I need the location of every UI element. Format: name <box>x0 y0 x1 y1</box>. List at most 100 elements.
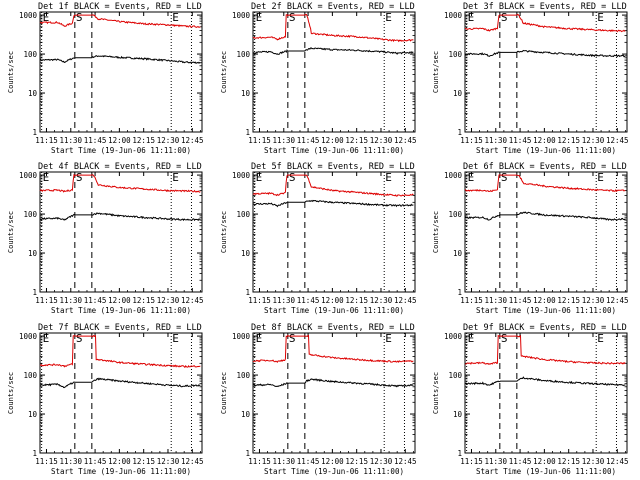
x-tick-label: 12:15 <box>557 136 580 145</box>
x-tick-label: 12:00 <box>533 296 556 305</box>
panel-det-5f: Det 5f BLACK = Events, RED = LLD 1 10 100 10… <box>220 162 417 315</box>
x-tick-label: 11:30 <box>272 457 295 466</box>
y-tick-label: 10 <box>241 89 251 98</box>
plot-frame <box>464 332 628 454</box>
y-axis-label: Counts/sec <box>220 51 228 93</box>
y-axis-label: Counts/sec <box>220 372 228 414</box>
y-tick-label: 100 <box>448 50 462 59</box>
y-tick-label: 10 <box>453 410 463 419</box>
marker-label: E <box>172 11 179 24</box>
x-tick-label: 12:45 <box>394 457 417 466</box>
x-tick-label: 11:45 <box>509 296 532 305</box>
marker-label: S <box>76 171 83 184</box>
plot-frame <box>39 11 203 133</box>
x-tick-label: 11:15 <box>248 136 271 145</box>
x-tick-label: 12:00 <box>108 136 131 145</box>
x-tick-label: 12:15 <box>557 296 580 305</box>
x-tick-label: 12:45 <box>606 457 629 466</box>
panel-det-2f: Det 2f BLACK = Events, RED = LLD 1 10 100 10… <box>220 2 417 155</box>
x-tick-label: 12:45 <box>181 457 204 466</box>
y-tick-label: 10 <box>453 249 463 258</box>
x-tick-label: 12:15 <box>345 136 368 145</box>
marker-label: S <box>501 11 508 24</box>
panel-title: Det 6f BLACK = Events, RED = LLD <box>463 162 627 172</box>
x-tick-label: 12:15 <box>132 457 155 466</box>
marker-label: E <box>597 171 604 184</box>
events-series-line <box>39 212 201 222</box>
marker-label: E <box>256 332 263 345</box>
panel-title: Det 3f BLACK = Events, RED = LLD <box>463 2 627 12</box>
y-tick-label: 1000 <box>19 332 38 341</box>
panel-det-7f: Det 7f BLACK = Events, RED = LLD 1 10 100 10… <box>7 323 204 476</box>
x-tick-label: 12:45 <box>606 296 629 305</box>
x-tick-label: 11:45 <box>297 457 320 466</box>
x-tick-label: 11:30 <box>59 457 82 466</box>
x-tick-label: 11:45 <box>509 457 532 466</box>
y-tick-label: 10 <box>28 249 38 258</box>
x-tick-label: 11:30 <box>484 296 507 305</box>
marker-label: S <box>76 332 83 345</box>
marker-label: E <box>468 332 475 345</box>
y-tick-label: 1000 <box>444 332 463 341</box>
y-tick-label: 100 <box>23 50 37 59</box>
x-tick-label: 11:45 <box>84 136 107 145</box>
y-tick-label: 10 <box>453 89 463 98</box>
x-tick-label: 12:15 <box>132 296 155 305</box>
panel-title: Det 7f BLACK = Events, RED = LLD <box>38 323 202 333</box>
x-tick-label: 12:45 <box>181 296 204 305</box>
marker-label: E <box>172 171 179 184</box>
marker-label: E <box>385 11 392 24</box>
x-tick-label: 12:00 <box>321 296 344 305</box>
x-tick-label: 12:15 <box>557 457 580 466</box>
x-tick-label: 11:30 <box>272 296 295 305</box>
y-axis-label: Counts/sec <box>220 211 228 253</box>
y-axis-label: Counts/sec <box>7 51 15 93</box>
x-tick-label: 11:30 <box>59 296 82 305</box>
events-series-line <box>253 378 414 388</box>
y-axis-label: Counts/sec <box>432 51 440 93</box>
y-tick-label: 1 <box>245 288 250 297</box>
marker-label: S <box>501 332 508 345</box>
lld-series-line <box>252 174 414 197</box>
x-tick-label: 12:30 <box>157 457 180 466</box>
panel-det-9f: Det 9f BLACK = Events, RED = LLD 1 10 100 10… <box>432 323 629 476</box>
events-series-line <box>39 54 201 64</box>
x-axis-label: Start Time (19-Jun-06 11:11:00) <box>51 306 191 315</box>
x-axis-label: Start Time (19-Jun-06 11:11:00) <box>51 467 191 476</box>
x-tick-label: 11:15 <box>460 136 483 145</box>
x-tick-label: 11:30 <box>59 136 82 145</box>
x-tick-label: 11:45 <box>84 296 107 305</box>
x-tick-label: 12:15 <box>345 296 368 305</box>
marker-label: S <box>289 11 296 24</box>
events-series-line <box>464 211 626 221</box>
x-tick-label: 12:15 <box>132 136 155 145</box>
marker-label: S <box>289 171 296 184</box>
y-tick-label: 1 <box>457 288 462 297</box>
lld-series-line <box>39 14 201 28</box>
events-series-line <box>464 376 626 387</box>
marker-label: S <box>501 171 508 184</box>
x-axis-label: Start Time (19-Jun-06 11:11:00) <box>476 467 616 476</box>
marker-label: E <box>256 11 263 24</box>
x-tick-label: 12:00 <box>321 457 344 466</box>
marker-label: E <box>43 332 50 345</box>
plot-frame <box>464 171 628 293</box>
x-tick-label: 12:30 <box>370 296 393 305</box>
x-tick-label: 12:00 <box>321 136 344 145</box>
x-axis-label: Start Time (19-Jun-06 11:11:00) <box>264 146 404 155</box>
y-axis-label: Counts/sec <box>432 211 440 253</box>
y-tick-label: 1 <box>457 128 462 137</box>
y-tick-label: 1000 <box>444 171 463 180</box>
lld-series-line <box>252 13 414 43</box>
plot-frame <box>252 332 416 454</box>
lld-series-line <box>252 334 414 364</box>
plot-frame <box>252 171 416 293</box>
x-tick-label: 12:00 <box>108 296 131 305</box>
y-tick-label: 1000 <box>232 11 251 20</box>
lld-series-line <box>464 174 626 193</box>
y-tick-label: 1000 <box>232 332 251 341</box>
y-tick-label: 1 <box>32 449 37 458</box>
x-tick-label: 11:45 <box>297 136 320 145</box>
marker-label: E <box>468 11 475 24</box>
